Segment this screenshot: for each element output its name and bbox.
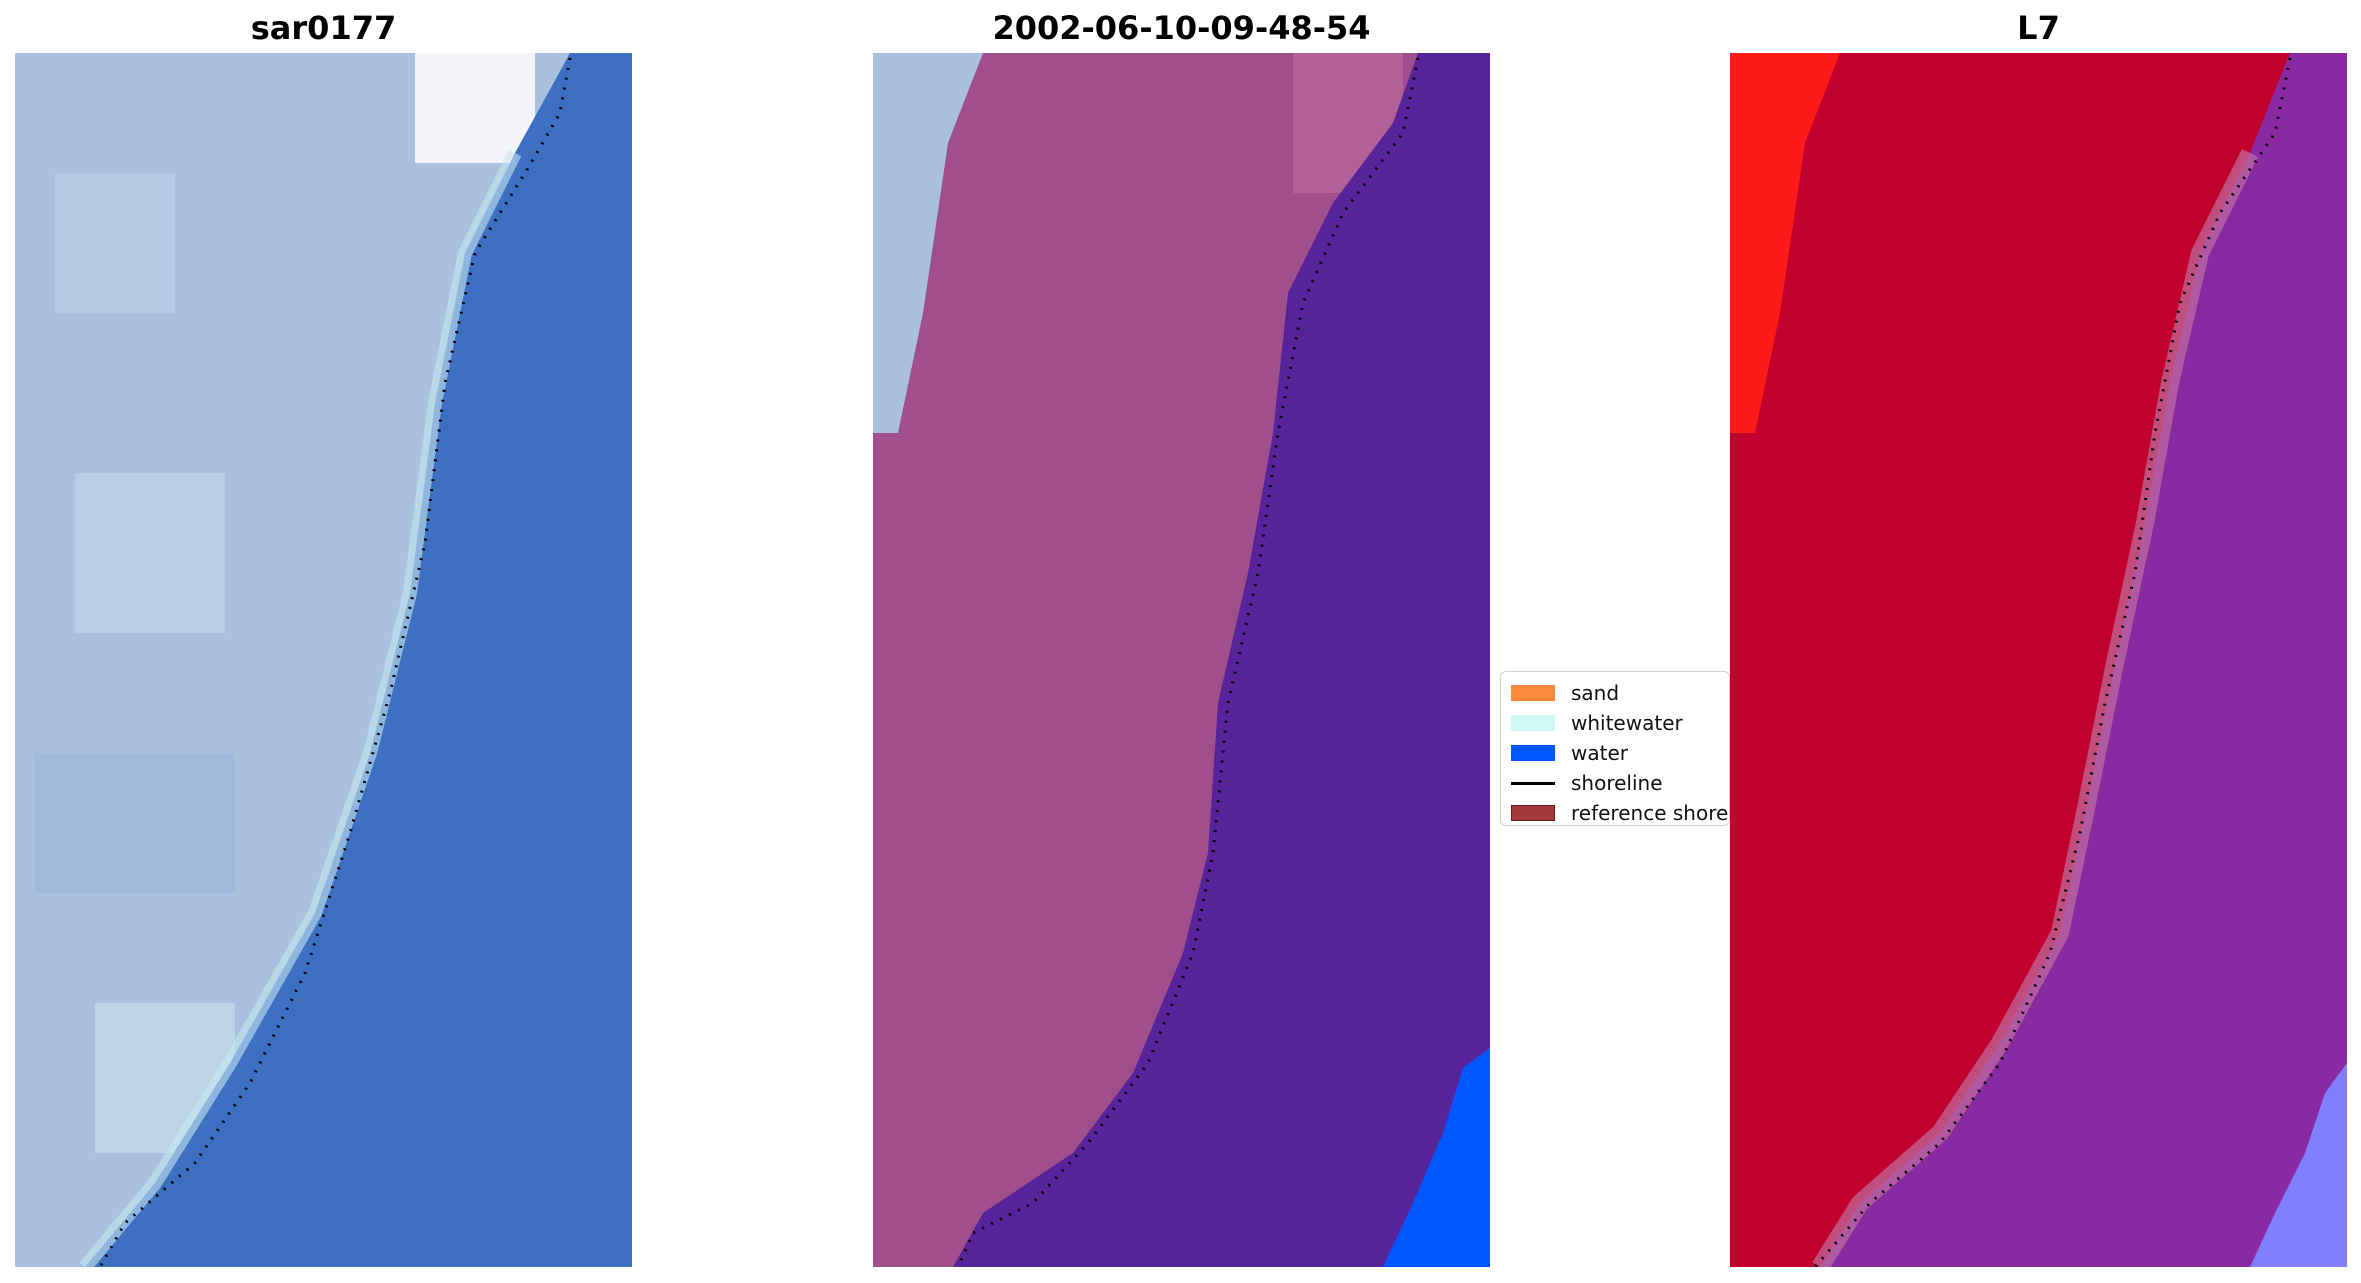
shoreline-overlay xyxy=(98,57,572,1267)
classified-image-panel xyxy=(873,53,1490,1267)
legend-label-whitewater: whitewater xyxy=(1571,711,1683,735)
legend-label-sand: sand xyxy=(1571,681,1620,705)
classified-image xyxy=(873,53,1490,1267)
rgb-image-panel xyxy=(15,53,632,1267)
legend-label-water: water xyxy=(1571,741,1628,765)
legend: sand whitewater water shoreline referenc… xyxy=(1500,671,1730,826)
whitewater-swatch xyxy=(1511,715,1555,731)
rgb-image xyxy=(15,53,632,1267)
legend-item-shoreline: shoreline xyxy=(1511,768,1719,798)
panel-title-rgb: sar0177 xyxy=(250,9,397,47)
legend-item-sand: sand xyxy=(1511,678,1719,708)
legend-item-water: water xyxy=(1511,738,1719,768)
panel-title-index: L7 xyxy=(2017,9,2060,47)
legend-label-shoreline: shoreline xyxy=(1571,771,1663,795)
reference-shore-swatch xyxy=(1511,805,1555,821)
index-image-panel xyxy=(1730,53,2347,1267)
legend-label-reference-shore: reference shore xyxy=(1571,801,1729,825)
legend-item-whitewater: whitewater xyxy=(1511,708,1719,738)
panel-title-classified: 2002-06-10-09-48-54 xyxy=(992,9,1371,47)
legend-item-reference-shore: reference shore xyxy=(1511,798,1728,828)
shoreline-swatch xyxy=(1511,781,1555,785)
index-image xyxy=(1730,53,2347,1267)
shoreline-overlay-2 xyxy=(956,57,1420,1267)
water-swatch xyxy=(1511,745,1555,761)
sand-swatch xyxy=(1511,685,1555,701)
